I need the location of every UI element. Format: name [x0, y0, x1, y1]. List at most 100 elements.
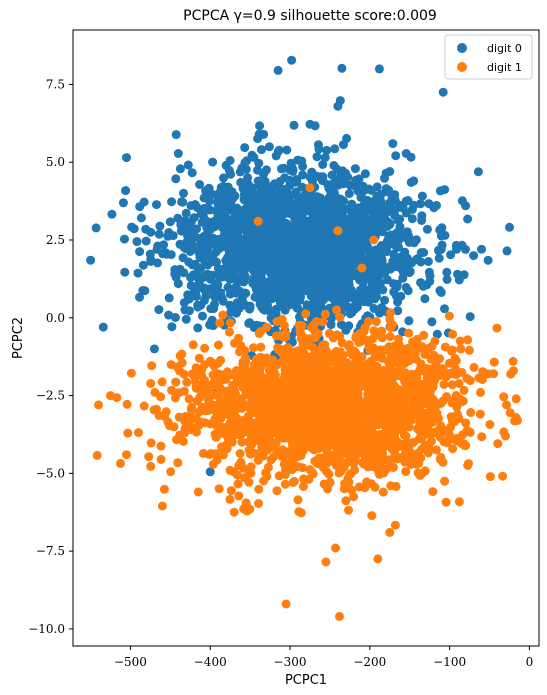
point-digit-1 — [294, 393, 304, 403]
point-digit-0 — [318, 176, 328, 185]
point-digit-1 — [280, 370, 290, 380]
point-digit-0 — [283, 191, 293, 201]
point-digit-0 — [440, 304, 449, 314]
point-digit-1 — [181, 422, 191, 432]
point-digit-1 — [241, 357, 251, 367]
point-digit-0 — [306, 241, 316, 251]
plot-frame — [72, 29, 540, 647]
point-digit-0 — [187, 168, 197, 178]
point-digit-1 — [258, 441, 268, 451]
point-digit-1 — [251, 406, 261, 416]
point-digit-1 — [206, 449, 216, 458]
point-digit-0 — [298, 161, 308, 171]
point-digit-0 — [341, 204, 351, 214]
point-digit-1 — [301, 309, 311, 319]
point-digit-1 — [331, 425, 341, 435]
y-axis-ticks: −10.0 −7.5 −5.0 −2.5 0.0 2.5 5.0 7.5 — [28, 77, 73, 636]
point-digit-1 — [272, 486, 282, 496]
point-digit-0 — [382, 207, 392, 217]
point-digit-1 — [215, 318, 225, 328]
point-digit-1 — [335, 312, 345, 322]
point-digit-1 — [386, 323, 396, 333]
x-tick-label: −200 — [353, 655, 386, 669]
point-digit-1 — [92, 450, 102, 460]
point-digit-0 — [213, 280, 223, 290]
point-digit-1 — [312, 317, 322, 326]
point-digit-1 — [277, 357, 287, 367]
point-digit-0 — [225, 274, 235, 284]
point-digit-0 — [432, 200, 441, 210]
point-digit-0 — [424, 199, 434, 209]
point-digit-0 — [275, 183, 285, 193]
point-digit-0 — [384, 232, 394, 242]
point-digit-0 — [391, 151, 401, 161]
point-digit-0 — [199, 203, 209, 213]
point-digit-0 — [293, 303, 303, 313]
point-digit-0 — [305, 285, 315, 295]
point-digit-0 — [286, 249, 296, 259]
point-digit-0 — [141, 224, 151, 234]
point-digit-1 — [214, 484, 224, 494]
point-digit-1 — [343, 341, 353, 351]
y-tick-label: 2.5 — [46, 233, 65, 247]
point-digit-1 — [428, 400, 438, 410]
point-digit-1 — [425, 430, 435, 439]
point-digit-0 — [189, 230, 199, 240]
point-digit-1 — [341, 496, 351, 506]
point-digit-0 — [320, 238, 330, 247]
point-digit-1 — [380, 455, 390, 464]
point-digit-0 — [224, 244, 233, 254]
point-digit-0 — [442, 267, 452, 277]
point-digit-0 — [360, 210, 369, 220]
point-digit-0 — [198, 272, 208, 282]
point-digit-1 — [244, 469, 254, 478]
point-digit-0 — [363, 297, 373, 307]
point-digit-0 — [224, 201, 234, 211]
point-digit-1 — [442, 438, 452, 448]
point-digit-1 — [116, 458, 125, 468]
point-digit-0 — [330, 144, 340, 154]
point-digit-1 — [313, 329, 323, 339]
point-digit-1 — [209, 370, 219, 380]
point-digit-0 — [256, 254, 266, 264]
point-digit-0 — [241, 164, 251, 174]
point-digit-1 — [324, 328, 334, 338]
point-digit-0 — [328, 194, 338, 204]
point-digit-1 — [200, 406, 210, 416]
point-digit-1 — [361, 379, 371, 389]
point-digit-1 — [355, 360, 364, 369]
chart-title: PCPCA γ=0.9 silhouette score:0.009 — [183, 8, 437, 24]
point-digit-1 — [384, 359, 394, 369]
point-digit-1 — [340, 449, 349, 459]
point-digit-1 — [485, 420, 495, 429]
point-digit-1 — [444, 311, 454, 321]
point-digit-1 — [194, 353, 204, 363]
point-digit-0 — [98, 322, 108, 332]
point-digit-0 — [305, 268, 315, 277]
point-digit-0 — [208, 157, 218, 167]
point-digit-0 — [311, 214, 321, 224]
point-digit-1 — [378, 487, 388, 497]
point-digit-1 — [331, 543, 340, 553]
point-digit-0 — [375, 243, 385, 253]
point-digit-0 — [281, 303, 291, 313]
point-digit-1 — [365, 345, 375, 355]
point-digit-0 — [153, 258, 162, 268]
point-digit-1 — [208, 390, 218, 400]
point-digit-1 — [305, 414, 315, 424]
point-digit-1 — [385, 308, 395, 318]
point-digit-0 — [342, 133, 352, 143]
point-digit-1 — [309, 349, 319, 359]
point-digit-1 — [122, 450, 131, 460]
point-digit-1 — [357, 336, 367, 346]
point-digit-1 — [198, 448, 208, 458]
point-digit-0 — [138, 260, 148, 270]
point-digit-1 — [214, 411, 224, 421]
point-digit-1 — [122, 399, 132, 409]
point-digit-0 — [239, 266, 249, 276]
point-digit-1 — [266, 428, 276, 438]
y-tick-label: −5.0 — [36, 466, 65, 480]
point-digit-0 — [268, 198, 277, 208]
point-digit-1 — [398, 394, 408, 404]
point-digit-1 — [396, 425, 406, 434]
